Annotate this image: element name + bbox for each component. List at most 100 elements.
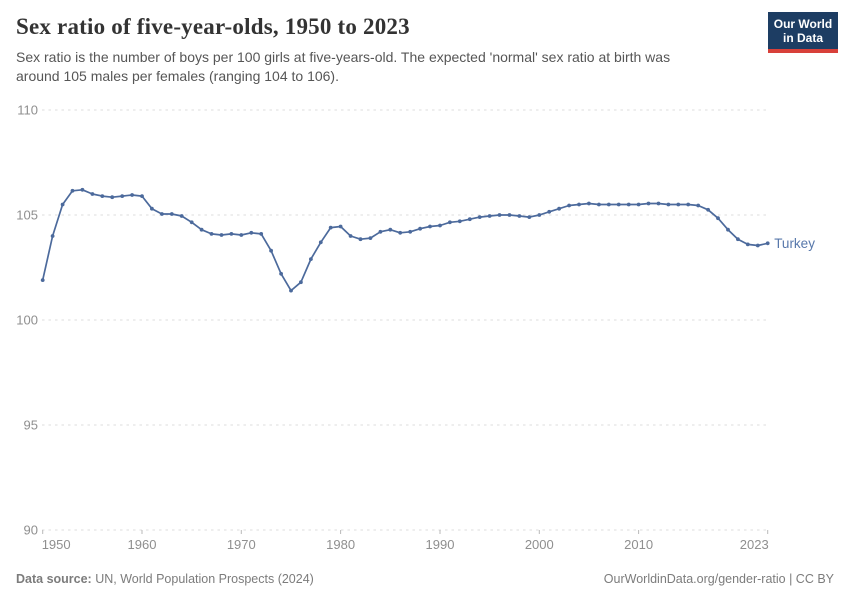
data-point	[249, 230, 254, 235]
x-axis: 1950 1960 1970 1980 1990 2000 2010 2023	[42, 530, 769, 552]
data-point	[745, 242, 750, 247]
data-point	[318, 240, 323, 245]
data-point	[626, 202, 631, 207]
data-point	[169, 212, 174, 216]
data-point	[666, 202, 671, 207]
data-point	[557, 206, 561, 211]
data-point	[477, 215, 482, 220]
data-point	[517, 214, 522, 218]
data-point	[597, 202, 601, 207]
x-axis-tick-label: 1990	[426, 537, 455, 552]
data-point	[428, 224, 432, 229]
data-point	[299, 280, 303, 285]
data-point	[656, 201, 661, 206]
x-axis-tick-label: 1970	[227, 537, 256, 552]
data-point	[199, 227, 204, 232]
x-axis-tick-label: 2000	[525, 537, 554, 552]
data-point	[765, 241, 770, 246]
chart-header: Sex ratio of five-year-olds, 1950 to 202…	[16, 12, 838, 86]
data-point	[587, 201, 591, 206]
data-point	[219, 233, 224, 237]
data-point	[289, 288, 293, 293]
data-point	[676, 202, 681, 207]
y-axis-tick-label: 90	[24, 523, 38, 538]
data-point	[130, 193, 135, 197]
data-point	[189, 220, 194, 225]
data-point	[110, 195, 115, 200]
data-point	[696, 203, 701, 208]
data-point	[457, 219, 462, 224]
owid-logo-line2: in Data	[782, 31, 823, 45]
data-point	[70, 188, 75, 193]
data-point	[348, 234, 353, 238]
data-point	[507, 213, 512, 217]
x-axis-tick-label: 1960	[128, 537, 157, 552]
data-point	[120, 194, 125, 199]
data-point	[537, 213, 542, 217]
data-point	[209, 232, 214, 236]
data-point	[239, 233, 244, 237]
data-point	[100, 194, 105, 199]
data-point	[438, 223, 442, 228]
data-point	[636, 202, 641, 207]
data-point	[388, 227, 393, 232]
data-point	[418, 226, 422, 231]
data-point	[90, 192, 95, 196]
data-point	[408, 229, 413, 234]
data-point	[716, 216, 720, 221]
data-point	[646, 201, 651, 206]
data-source-text: UN, World Population Prospects (2024)	[91, 572, 314, 586]
data-point	[338, 224, 343, 229]
y-axis-tick-label: 100	[16, 313, 38, 328]
data-source-label: Data source:	[16, 572, 92, 586]
data-point	[60, 202, 65, 207]
y-axis-tick-label: 110	[17, 103, 38, 118]
data-point	[577, 202, 581, 207]
data-point	[328, 225, 333, 230]
x-axis-tick-label: 2010	[624, 537, 653, 552]
owid-logo-line1: Our World	[773, 17, 833, 31]
data-point	[467, 217, 472, 222]
x-axis-tick-label: 1950	[42, 537, 71, 552]
data-point	[736, 237, 740, 242]
data-point	[140, 194, 144, 199]
data-point	[606, 202, 611, 207]
data-point	[616, 202, 621, 207]
data-point	[706, 207, 710, 212]
data-point	[259, 232, 264, 236]
data-point	[150, 206, 154, 211]
attribution-link[interactable]: OurWorldinData.org/gender-ratio | CC BY	[603, 572, 834, 586]
data-point	[527, 215, 532, 220]
data-point	[567, 203, 571, 208]
data-point	[279, 271, 283, 276]
data-source: Data source: UN, World Population Prospe…	[16, 572, 314, 586]
grid-layer: 90 95 100 105 110	[16, 103, 768, 538]
data-point	[50, 234, 55, 238]
owid-logo[interactable]: Our World in Data	[768, 12, 838, 53]
chart-subtitle-line2: around 105 males per females (ranging 10…	[16, 68, 339, 84]
data-point	[726, 227, 730, 232]
data-point	[269, 248, 273, 253]
data-point	[160, 212, 164, 216]
data-point	[487, 214, 492, 218]
x-axis-tick-label: 2023	[740, 537, 769, 552]
y-axis-tick-label: 105	[16, 208, 38, 223]
data-point	[497, 213, 502, 217]
data-point	[179, 214, 184, 218]
data-point	[358, 237, 363, 242]
data-point	[686, 202, 691, 207]
series-label-turkey[interactable]: Turkey	[774, 236, 815, 251]
y-axis-tick-label: 95	[24, 418, 38, 433]
data-point	[309, 257, 313, 261]
series-turkey[interactable]: Turkey	[40, 187, 815, 293]
data-point	[368, 236, 373, 241]
chart-footer: Data source: UN, World Population Prospe…	[16, 572, 834, 586]
data-point	[547, 209, 552, 214]
chart-subtitle: Sex ratio is the number of boys per 100 …	[16, 48, 834, 86]
data-point	[755, 243, 760, 248]
chart-title: Sex ratio of five-year-olds, 1950 to 202…	[16, 14, 410, 39]
data-point	[229, 232, 234, 236]
data-point	[378, 229, 383, 234]
data-point	[448, 220, 452, 225]
